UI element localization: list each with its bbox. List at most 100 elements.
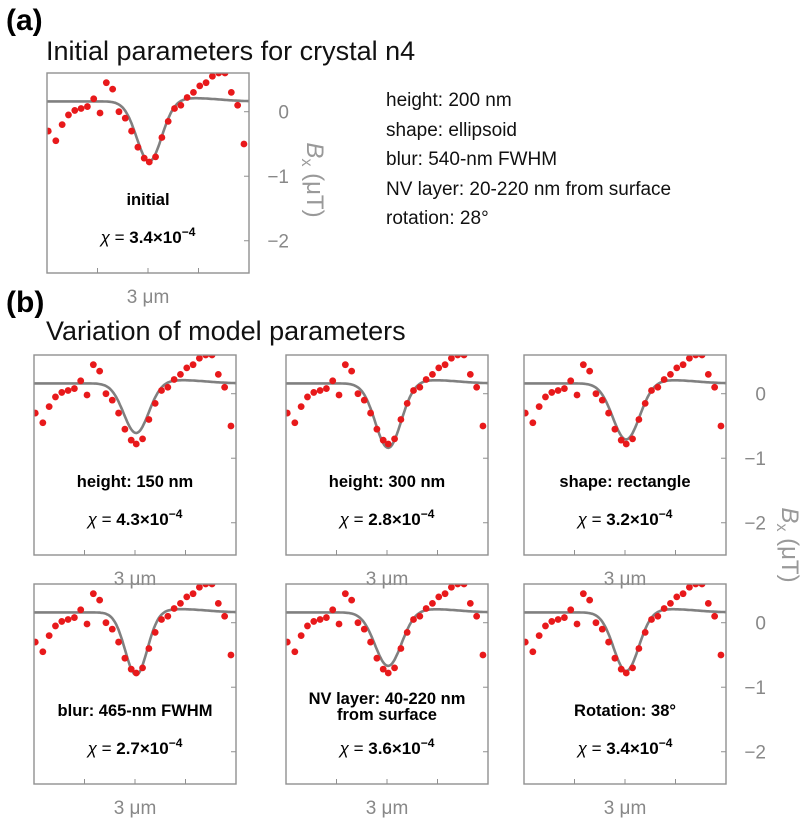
- y-tick-label: −1: [744, 449, 766, 470]
- data-point: [379, 665, 387, 673]
- data-point: [164, 117, 172, 125]
- data-point: [561, 614, 568, 621]
- data-point: [373, 654, 381, 662]
- data-point: [611, 654, 619, 662]
- data-point: [196, 82, 204, 90]
- data-point: [529, 419, 537, 427]
- panel-annotation: height: 300 nm: [329, 473, 445, 491]
- data-point: [567, 606, 575, 614]
- panel-a-title: Initial parameters for crystal n4: [46, 36, 416, 66]
- data-point: [685, 584, 693, 591]
- panel-b-title: Variation of model parameters: [46, 316, 406, 346]
- y-tick-label: 0: [755, 385, 766, 406]
- data-point: [579, 590, 587, 598]
- data-point: [189, 361, 197, 369]
- parameter-height: height: 200 nm: [386, 90, 512, 111]
- panel-a-label: (a): [6, 4, 43, 37]
- data-point: [635, 645, 643, 652]
- scale-bar-label: 3 μm: [127, 287, 170, 308]
- parameter-shape: shape: ellipsoid: [386, 119, 517, 141]
- scale-bar-label: 3 μm: [366, 569, 409, 590]
- fit-curve: [34, 378, 236, 435]
- data-point: [329, 606, 337, 614]
- data-point: [561, 385, 568, 392]
- data-point: [151, 628, 159, 636]
- data-point: [673, 364, 681, 372]
- data-point: [316, 387, 324, 394]
- data-point: [316, 616, 324, 623]
- data-point: [410, 616, 417, 623]
- data-point: [183, 593, 191, 601]
- data-point: [579, 361, 587, 369]
- data-point: [692, 355, 700, 359]
- panel-annotation: height: 150 nm: [77, 473, 193, 491]
- panel-annotation: initial: [126, 191, 169, 209]
- data-point: [422, 605, 430, 612]
- y-tick-label: −1: [267, 167, 289, 188]
- data-point: [102, 390, 110, 398]
- data-point: [698, 355, 706, 359]
- chi-squared-label: χ = 2.8×10−4: [338, 507, 435, 529]
- data-point: [473, 612, 481, 620]
- data-point: [115, 409, 122, 417]
- fit-curve: [47, 96, 249, 163]
- data-point: [145, 416, 153, 423]
- data-point: [96, 109, 104, 117]
- data-point: [65, 111, 72, 119]
- data-point: [121, 654, 129, 662]
- data-point: [214, 370, 222, 378]
- data-point: [711, 612, 719, 620]
- data-point: [473, 383, 481, 391]
- data-point: [297, 403, 305, 411]
- scale-bar-label: 3 μm: [604, 798, 647, 819]
- data-point: [379, 436, 387, 444]
- data-point: [310, 389, 318, 396]
- data-point: [64, 616, 72, 623]
- data-point: [164, 612, 172, 620]
- plot-area-height-300: [286, 355, 488, 450]
- data-point: [429, 370, 436, 378]
- panel-b-label: (b): [6, 286, 45, 319]
- data-point: [83, 620, 91, 628]
- data-point: [221, 383, 229, 391]
- data-point: [685, 355, 693, 362]
- data-point: [635, 416, 643, 423]
- data-point: [341, 590, 349, 598]
- data-point: [698, 584, 706, 588]
- data-point: [96, 596, 104, 604]
- data-point: [692, 584, 700, 588]
- chi-squared-label: χ = 2.7×10−4: [86, 736, 183, 758]
- chi-squared-label: χ = 3.4×10−4: [99, 225, 196, 247]
- panel-annotation: from surface: [337, 706, 437, 724]
- data-point: [605, 409, 612, 417]
- data-point: [240, 140, 248, 148]
- data-point: [373, 425, 381, 433]
- data-point: [598, 625, 606, 633]
- data-point: [170, 376, 178, 383]
- y-axis-label-b: Bx (μT): [773, 507, 803, 582]
- data-point: [586, 596, 594, 604]
- data-point: [605, 638, 612, 646]
- data-point: [45, 403, 53, 411]
- data-point: [202, 584, 210, 588]
- data-point: [195, 355, 203, 362]
- data-point: [717, 422, 725, 430]
- data-point: [102, 619, 110, 627]
- data-point: [542, 622, 549, 630]
- data-point: [416, 383, 424, 391]
- plot-area-nv-layer-40-220: [286, 584, 488, 677]
- data-point: [310, 618, 318, 625]
- data-point: [177, 370, 184, 378]
- parameter-rotation: rotation: 28°: [386, 208, 489, 229]
- data-point: [660, 376, 668, 383]
- data-point: [554, 387, 562, 394]
- data-point: [145, 645, 153, 652]
- data-point: [435, 364, 443, 372]
- data-point: [291, 419, 299, 427]
- data-point: [335, 620, 343, 628]
- data-point: [108, 396, 116, 404]
- plot-area-height-150: [34, 355, 236, 448]
- data-point: [641, 628, 649, 636]
- data-point: [479, 651, 487, 659]
- fit-curve: [524, 607, 726, 673]
